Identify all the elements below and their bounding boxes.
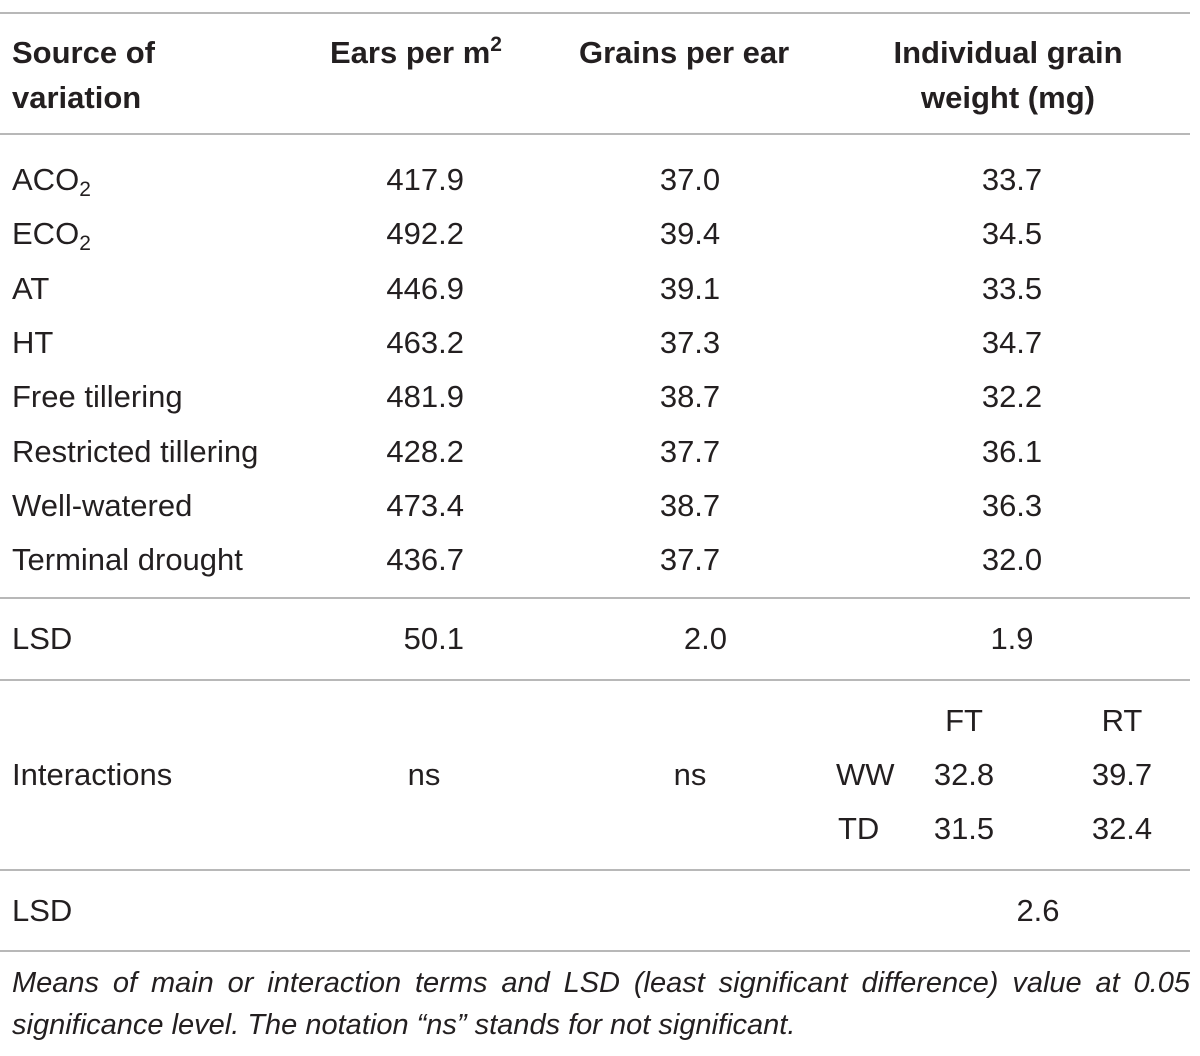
- header-weight-line2: weight (mg): [921, 80, 1095, 115]
- interaction-row-td: TD: [838, 811, 880, 846]
- lsd-ears: 50.1: [403, 621, 464, 656]
- row-label: Well-watered: [12, 488, 192, 524]
- rule-lsd2-bottom: [0, 950, 1190, 952]
- row-label: ECO2: [12, 216, 91, 255]
- cell-weight: 36.3: [981, 488, 1043, 523]
- cell-ears: 492.2: [386, 216, 464, 251]
- cell-weight: 33.5: [981, 271, 1043, 306]
- header-grains: Grains per ear: [579, 35, 790, 70]
- cell-grains: 37.0: [659, 162, 721, 197]
- cell-grains: 39.1: [659, 271, 721, 306]
- lsd-grains: 2.0: [683, 621, 727, 656]
- interaction-ww-ft: 32.8: [933, 757, 995, 792]
- cell-ears: 436.7: [386, 542, 464, 577]
- lsd-label: LSD: [12, 621, 73, 656]
- row-label-subscript: 2: [79, 232, 91, 255]
- header-ears-text: Ears per m: [330, 35, 491, 70]
- cell-weight: 36.1: [981, 434, 1043, 469]
- header-ears: Ears per m2: [330, 33, 502, 71]
- cell-grains: 37.7: [659, 542, 721, 577]
- cell-grains: 38.7: [659, 488, 721, 523]
- rule-lsd1-bottom: [0, 679, 1190, 681]
- row-label: Terminal drought: [12, 542, 243, 578]
- row-label: HT: [12, 325, 53, 361]
- rule-main-bottom: [0, 597, 1190, 599]
- rule-interactions-bottom: [0, 869, 1190, 871]
- row-label-text: AT: [12, 271, 50, 306]
- row-label-text: Well-watered: [12, 488, 193, 523]
- cell-ears: 481.9: [386, 379, 464, 414]
- cell-weight: 34.7: [981, 325, 1043, 360]
- cell-ears: 446.9: [386, 271, 464, 306]
- interaction-col-rt: RT: [1101, 703, 1143, 738]
- row-label-text: ECO: [12, 216, 80, 251]
- header-source-line1: Source of: [12, 35, 155, 70]
- lsd-interaction-weight: 2.6: [1016, 893, 1060, 928]
- row-label-text: Terminal drought: [12, 542, 243, 577]
- cell-grains: 39.4: [659, 216, 721, 251]
- lsd-weight: 1.9: [990, 621, 1034, 656]
- interaction-col-ft: FT: [945, 703, 983, 738]
- lsd-interaction-label: LSD: [12, 893, 73, 928]
- cell-grains: 37.7: [659, 434, 721, 469]
- cell-grains: 38.7: [659, 379, 721, 414]
- row-label: Free tillering: [12, 379, 183, 415]
- rule-header: [0, 133, 1190, 135]
- cell-ears: 417.9: [386, 162, 464, 197]
- cell-grains: 37.3: [659, 325, 721, 360]
- row-label: ACO2: [12, 162, 91, 201]
- row-label-text: Restricted tillering: [12, 434, 259, 469]
- cell-ears: 428.2: [386, 434, 464, 469]
- interaction-td-ft: 31.5: [933, 811, 995, 846]
- row-label: AT: [12, 271, 49, 307]
- cell-weight: 34.5: [981, 216, 1043, 251]
- cell-weight: 33.7: [981, 162, 1043, 197]
- cell-ears: 463.2: [386, 325, 464, 360]
- header-ears-sup: 2: [490, 33, 502, 56]
- cell-ears: 473.4: [386, 488, 464, 523]
- interactions-grains: ns: [673, 757, 707, 792]
- interaction-td-rt: 32.4: [1091, 811, 1153, 846]
- rule-top: [0, 12, 1190, 14]
- row-label-subscript: 2: [79, 178, 91, 201]
- interaction-row-ww: WW: [836, 757, 895, 792]
- header-source-line2: variation: [12, 80, 142, 115]
- cell-weight: 32.0: [981, 542, 1043, 577]
- interactions-ears: ns: [407, 757, 441, 792]
- row-label-text: ACO: [12, 162, 80, 197]
- interaction-ww-rt: 39.7: [1091, 757, 1153, 792]
- interactions-label: Interactions: [12, 757, 173, 792]
- table-footnote: Means of main or interaction terms and L…: [12, 967, 1190, 1041]
- row-label-text: HT: [12, 325, 54, 360]
- row-label-text: Free tillering: [12, 379, 183, 414]
- row-label: Restricted tillering: [12, 434, 258, 470]
- header-weight-line1: Individual grain: [893, 35, 1123, 70]
- cell-weight: 32.2: [981, 379, 1043, 414]
